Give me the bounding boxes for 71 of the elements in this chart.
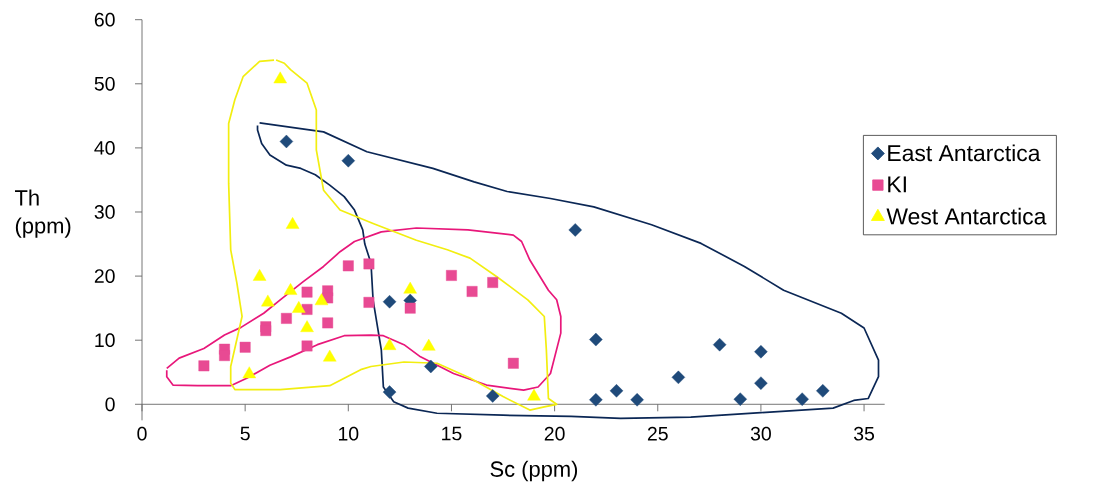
point — [446, 270, 457, 281]
y-axis-title: Th (ppm) — [15, 189, 71, 238]
point — [239, 341, 251, 353]
x-tick-label: 30 — [750, 426, 771, 441]
point — [403, 281, 417, 294]
point — [198, 360, 210, 372]
point — [300, 320, 314, 332]
point — [363, 258, 375, 270]
point — [382, 295, 397, 309]
x-tick-label: 15 — [442, 426, 462, 441]
point — [301, 286, 313, 298]
legend-label: KI — [888, 176, 906, 193]
point — [733, 392, 747, 406]
point — [363, 296, 375, 308]
point — [252, 269, 267, 281]
x-tick-label: 20 — [544, 426, 565, 441]
point — [279, 134, 294, 149]
y-tick-label: 60 — [94, 12, 115, 27]
point — [589, 332, 603, 347]
point — [754, 345, 768, 359]
point — [292, 301, 306, 313]
line-series — [256, 122, 880, 420]
point — [301, 340, 313, 352]
y-tick-label: 30 — [94, 205, 115, 219]
point — [630, 393, 644, 407]
point — [486, 389, 500, 403]
line-series — [227, 59, 558, 411]
point — [404, 302, 416, 314]
point — [754, 376, 768, 390]
point — [527, 388, 541, 401]
point — [314, 293, 329, 306]
point — [424, 359, 438, 374]
point — [219, 350, 230, 361]
point — [273, 71, 287, 84]
y-tick-label: 10 — [95, 333, 115, 348]
point — [260, 325, 272, 336]
y-tick-label: 40 — [94, 141, 115, 155]
point — [466, 286, 478, 297]
point — [322, 317, 334, 329]
x-tick-label: 10 — [338, 426, 359, 441]
point — [285, 217, 300, 229]
legend-label: East Antarctica — [888, 144, 1041, 162]
point — [816, 384, 830, 398]
point — [341, 154, 355, 168]
point — [671, 370, 686, 385]
point — [795, 392, 809, 406]
line-series — [165, 227, 562, 392]
y-tick-label: 20 — [94, 269, 115, 283]
point — [242, 366, 256, 379]
point — [261, 294, 275, 307]
point — [342, 260, 354, 272]
point — [568, 223, 582, 237]
x-tick-label: 25 — [647, 426, 668, 441]
x-axis-title: Sc (ppm) — [490, 460, 578, 482]
point — [382, 338, 397, 350]
point — [487, 277, 499, 288]
point — [283, 283, 298, 295]
x-tick-label: 0 — [137, 426, 147, 441]
y-tick-label: 50 — [94, 76, 115, 91]
x-tick-label: 5 — [240, 426, 250, 441]
point — [507, 357, 519, 369]
x-tick-label: 35 — [853, 426, 875, 441]
point — [382, 385, 397, 399]
y-tick-label: 0 — [105, 397, 115, 412]
point — [281, 313, 292, 324]
point — [323, 349, 337, 362]
point — [712, 337, 727, 352]
point — [422, 338, 436, 351]
point — [609, 384, 624, 398]
point — [589, 393, 603, 407]
legend-label: West Antarctica — [886, 207, 1047, 225]
